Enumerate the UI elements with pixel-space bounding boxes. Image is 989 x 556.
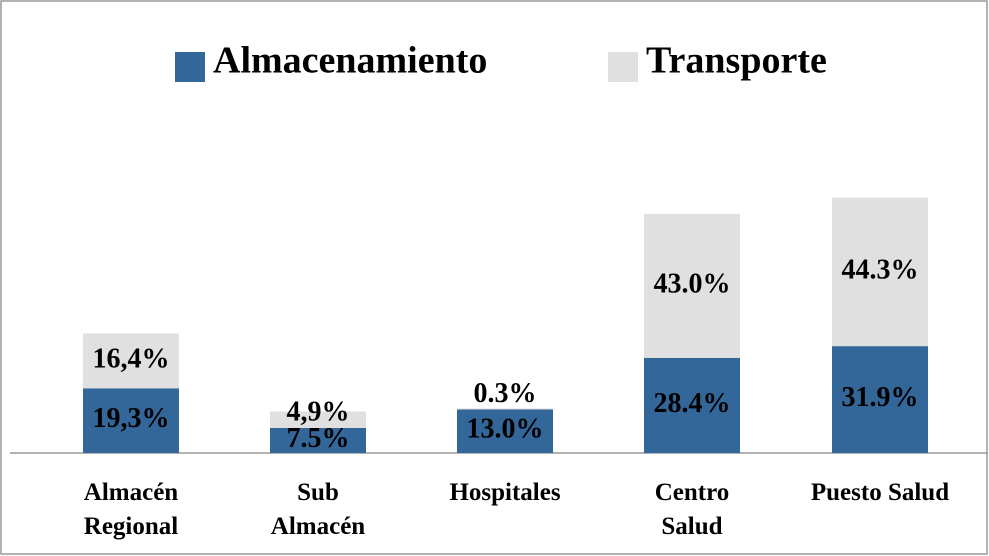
x-tick-label: Almacén Regional <box>83 479 179 540</box>
bar-segment <box>270 411 366 428</box>
bar-segment <box>832 197 928 347</box>
x-tick-label: Puesto Salud <box>810 479 950 506</box>
data-label: 13.0% <box>467 414 544 445</box>
bar-segment <box>83 333 179 389</box>
legend-label: Transporte <box>646 40 827 82</box>
bar-segment <box>644 213 740 358</box>
data-label: 43.0% <box>654 268 731 299</box>
bar-segment <box>457 409 553 453</box>
data-label: 4,9% <box>287 396 350 427</box>
data-label: 19,3% <box>93 403 170 434</box>
data-label: 31.9% <box>842 382 919 413</box>
bar-segment <box>270 427 366 453</box>
legend-label: Almacenamiento <box>213 40 487 82</box>
x-tick-label: Hospitales <box>449 479 561 506</box>
bar-segment <box>457 408 553 410</box>
x-tick-label: Sub Almacén <box>270 479 366 540</box>
bar-segment <box>83 388 179 453</box>
data-label: 7.5% <box>287 423 350 454</box>
data-label: 16,4% <box>93 343 170 374</box>
data-label: 0.3% <box>474 378 537 409</box>
legend-swatch <box>175 52 205 82</box>
bar-segment <box>832 346 928 453</box>
data-label: 28.4% <box>654 388 731 419</box>
legend-swatch <box>608 52 638 82</box>
bar-segment <box>644 357 740 453</box>
data-label: 44.3% <box>842 254 919 285</box>
x-tick-label: Centro Salud <box>654 479 730 540</box>
